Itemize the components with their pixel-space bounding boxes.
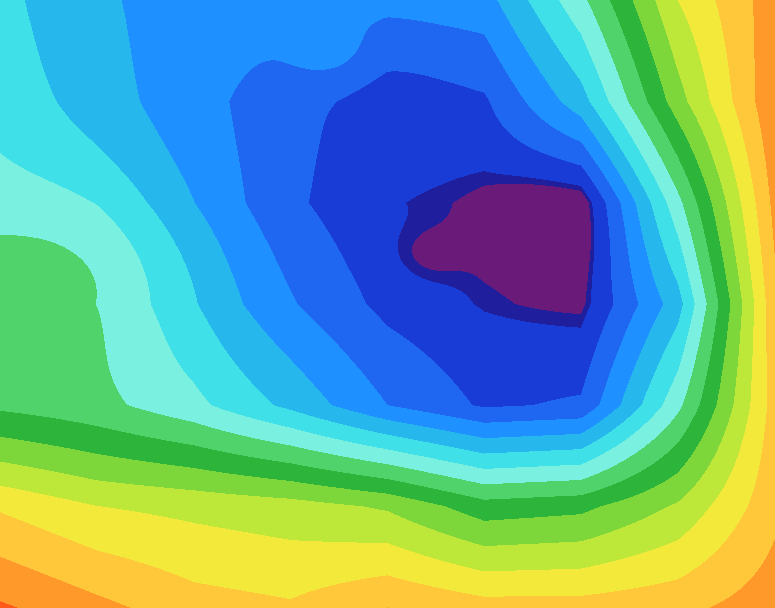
contour-heatmap [0,0,775,608]
